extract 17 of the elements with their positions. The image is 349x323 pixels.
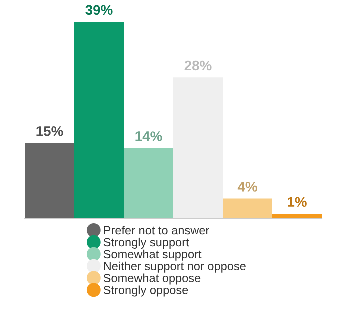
data-label: 39% <box>86 5 113 16</box>
data-label: 28% <box>184 60 212 71</box>
legend-label: Prefer not to answer <box>104 226 210 235</box>
bar <box>25 143 74 219</box>
legend-label: Strongly oppose <box>104 286 188 297</box>
legend-label: Neither support nor oppose <box>104 262 246 273</box>
bar <box>74 22 124 219</box>
data-label: 15% <box>36 126 64 136</box>
legend-label: Somewhat oppose <box>104 274 201 285</box>
legend-label: Somewhat support <box>104 250 202 261</box>
legend-label: Strongly support <box>104 238 190 249</box>
bar <box>124 148 174 219</box>
data-label: 1% <box>288 197 307 208</box>
bar <box>223 198 272 219</box>
bar <box>174 78 223 219</box>
data-label: 4% <box>238 182 258 192</box>
data-label: 14% <box>136 132 162 142</box>
